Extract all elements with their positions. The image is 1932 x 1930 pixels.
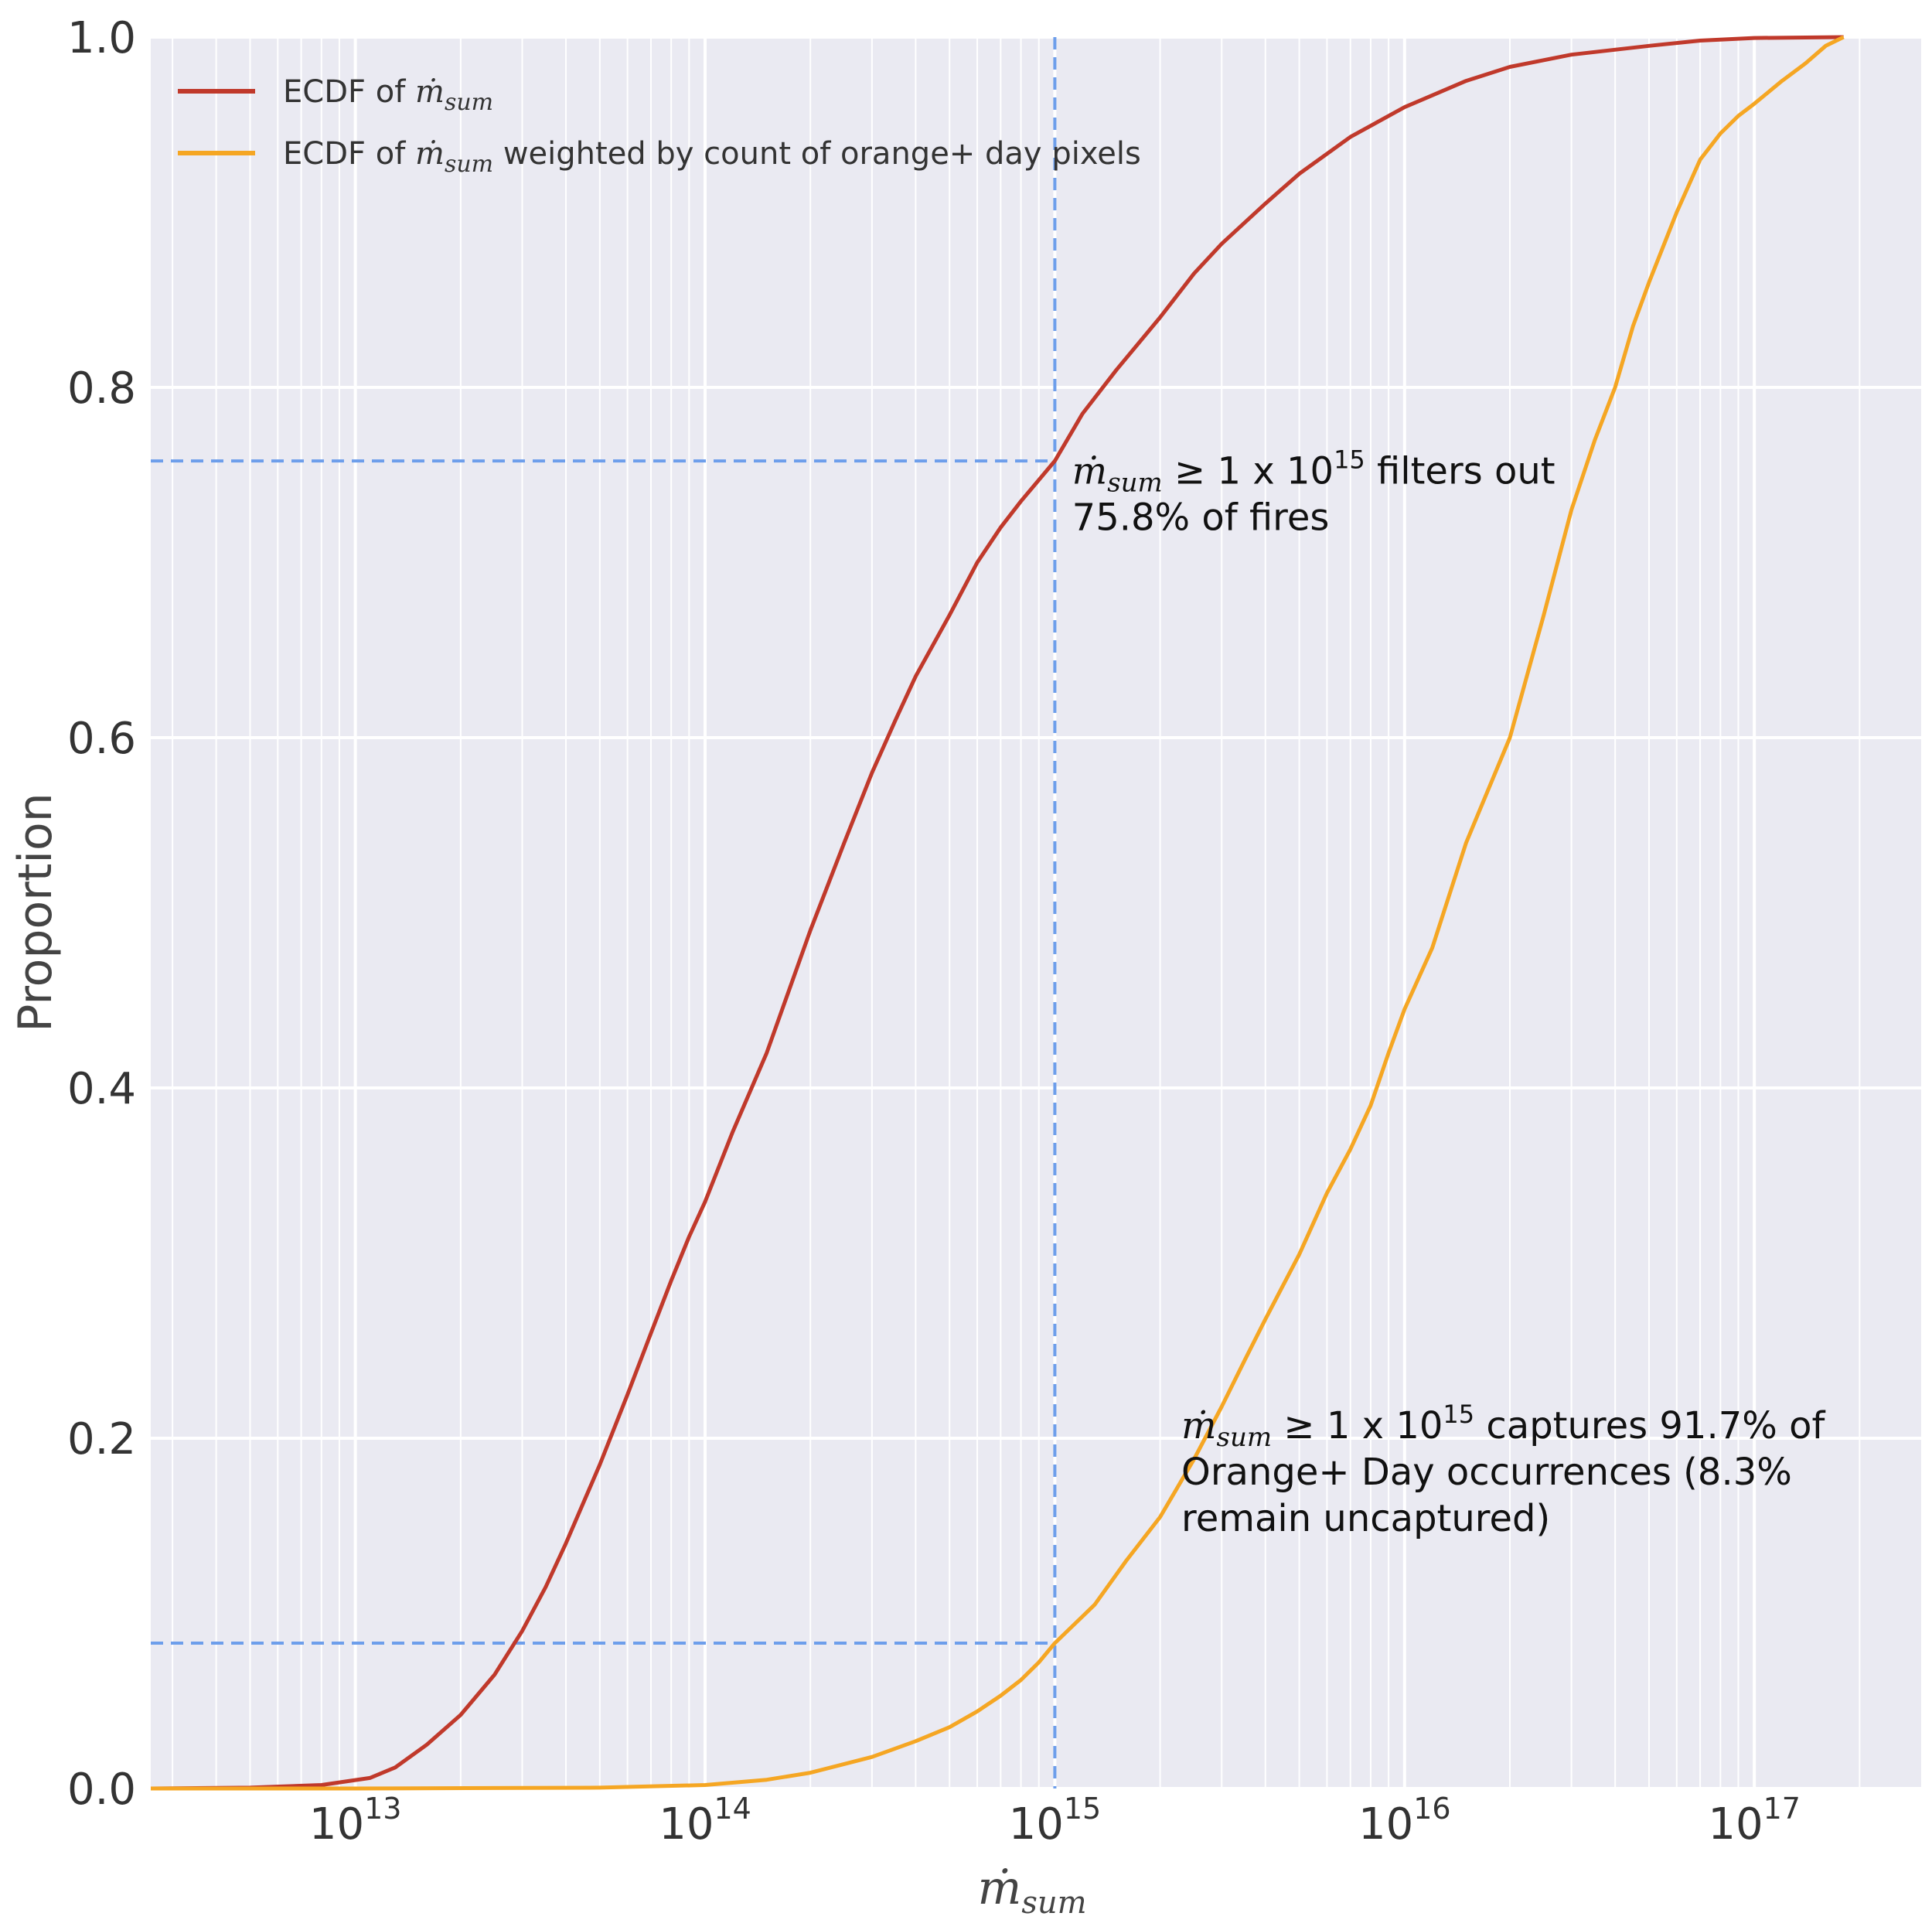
- annotation-1-line-1: ṁsum ≥ 1 x 1015 filters out: [1072, 445, 1555, 499]
- x-tick-label: 1014: [659, 1792, 751, 1850]
- annotation-2-line-3: remain uncaptured): [1181, 1497, 1550, 1540]
- series-line-2: [151, 35, 1845, 1791]
- series-lines: [150, 35, 1845, 1791]
- x-tick-label: 1017: [1708, 1792, 1801, 1850]
- legend: ECDF of ṁsum ECDF of ṁsum weighted by c…: [178, 74, 1141, 178]
- y-axis-label: Proportion: [9, 793, 63, 1032]
- y-tick-label: 1.0: [67, 13, 136, 63]
- series-line-1: [150, 35, 1844, 1791]
- legend-label-2: ECDF of ṁsum weighted by count of orang…: [283, 136, 1141, 178]
- y-tick-label: 0.0: [67, 1765, 136, 1815]
- x-axis-label-sub: sum: [1021, 1885, 1086, 1921]
- y-tick-labels: 0.0 0.2 0.4 0.6 0.8 1.0: [67, 13, 136, 1815]
- x-tick-label: 1013: [309, 1792, 402, 1850]
- plot-background: [151, 37, 1921, 1788]
- x-tick-label: 1016: [1358, 1792, 1451, 1850]
- x-tick-labels: 1013 1014 1015 1016 1017: [309, 1792, 1801, 1850]
- y-tick-label: 0.8: [67, 363, 136, 414]
- legend-label-1: ECDF of ṁsum: [283, 74, 493, 116]
- grid-minor: [172, 37, 1861, 1788]
- reference-lines: [151, 37, 1057, 1788]
- annotation-2-line-2: Orange+ Day occurrences (8.3%: [1181, 1451, 1792, 1494]
- x-axis-label-var: ṁ: [977, 1861, 1021, 1915]
- x-tick-label: 1015: [1009, 1792, 1102, 1850]
- annotation-2-line-1: ṁsum ≥ 1 x 1015 captures 91.7% of: [1181, 1400, 1825, 1453]
- y-tick-label: 0.6: [67, 714, 136, 764]
- x-axis-label: ṁsum: [977, 1861, 1086, 1921]
- y-tick-label: 0.4: [67, 1064, 136, 1114]
- y-tick-label: 0.2: [67, 1414, 136, 1465]
- annotation-1-line-2: 75.8% of fires: [1072, 496, 1330, 540]
